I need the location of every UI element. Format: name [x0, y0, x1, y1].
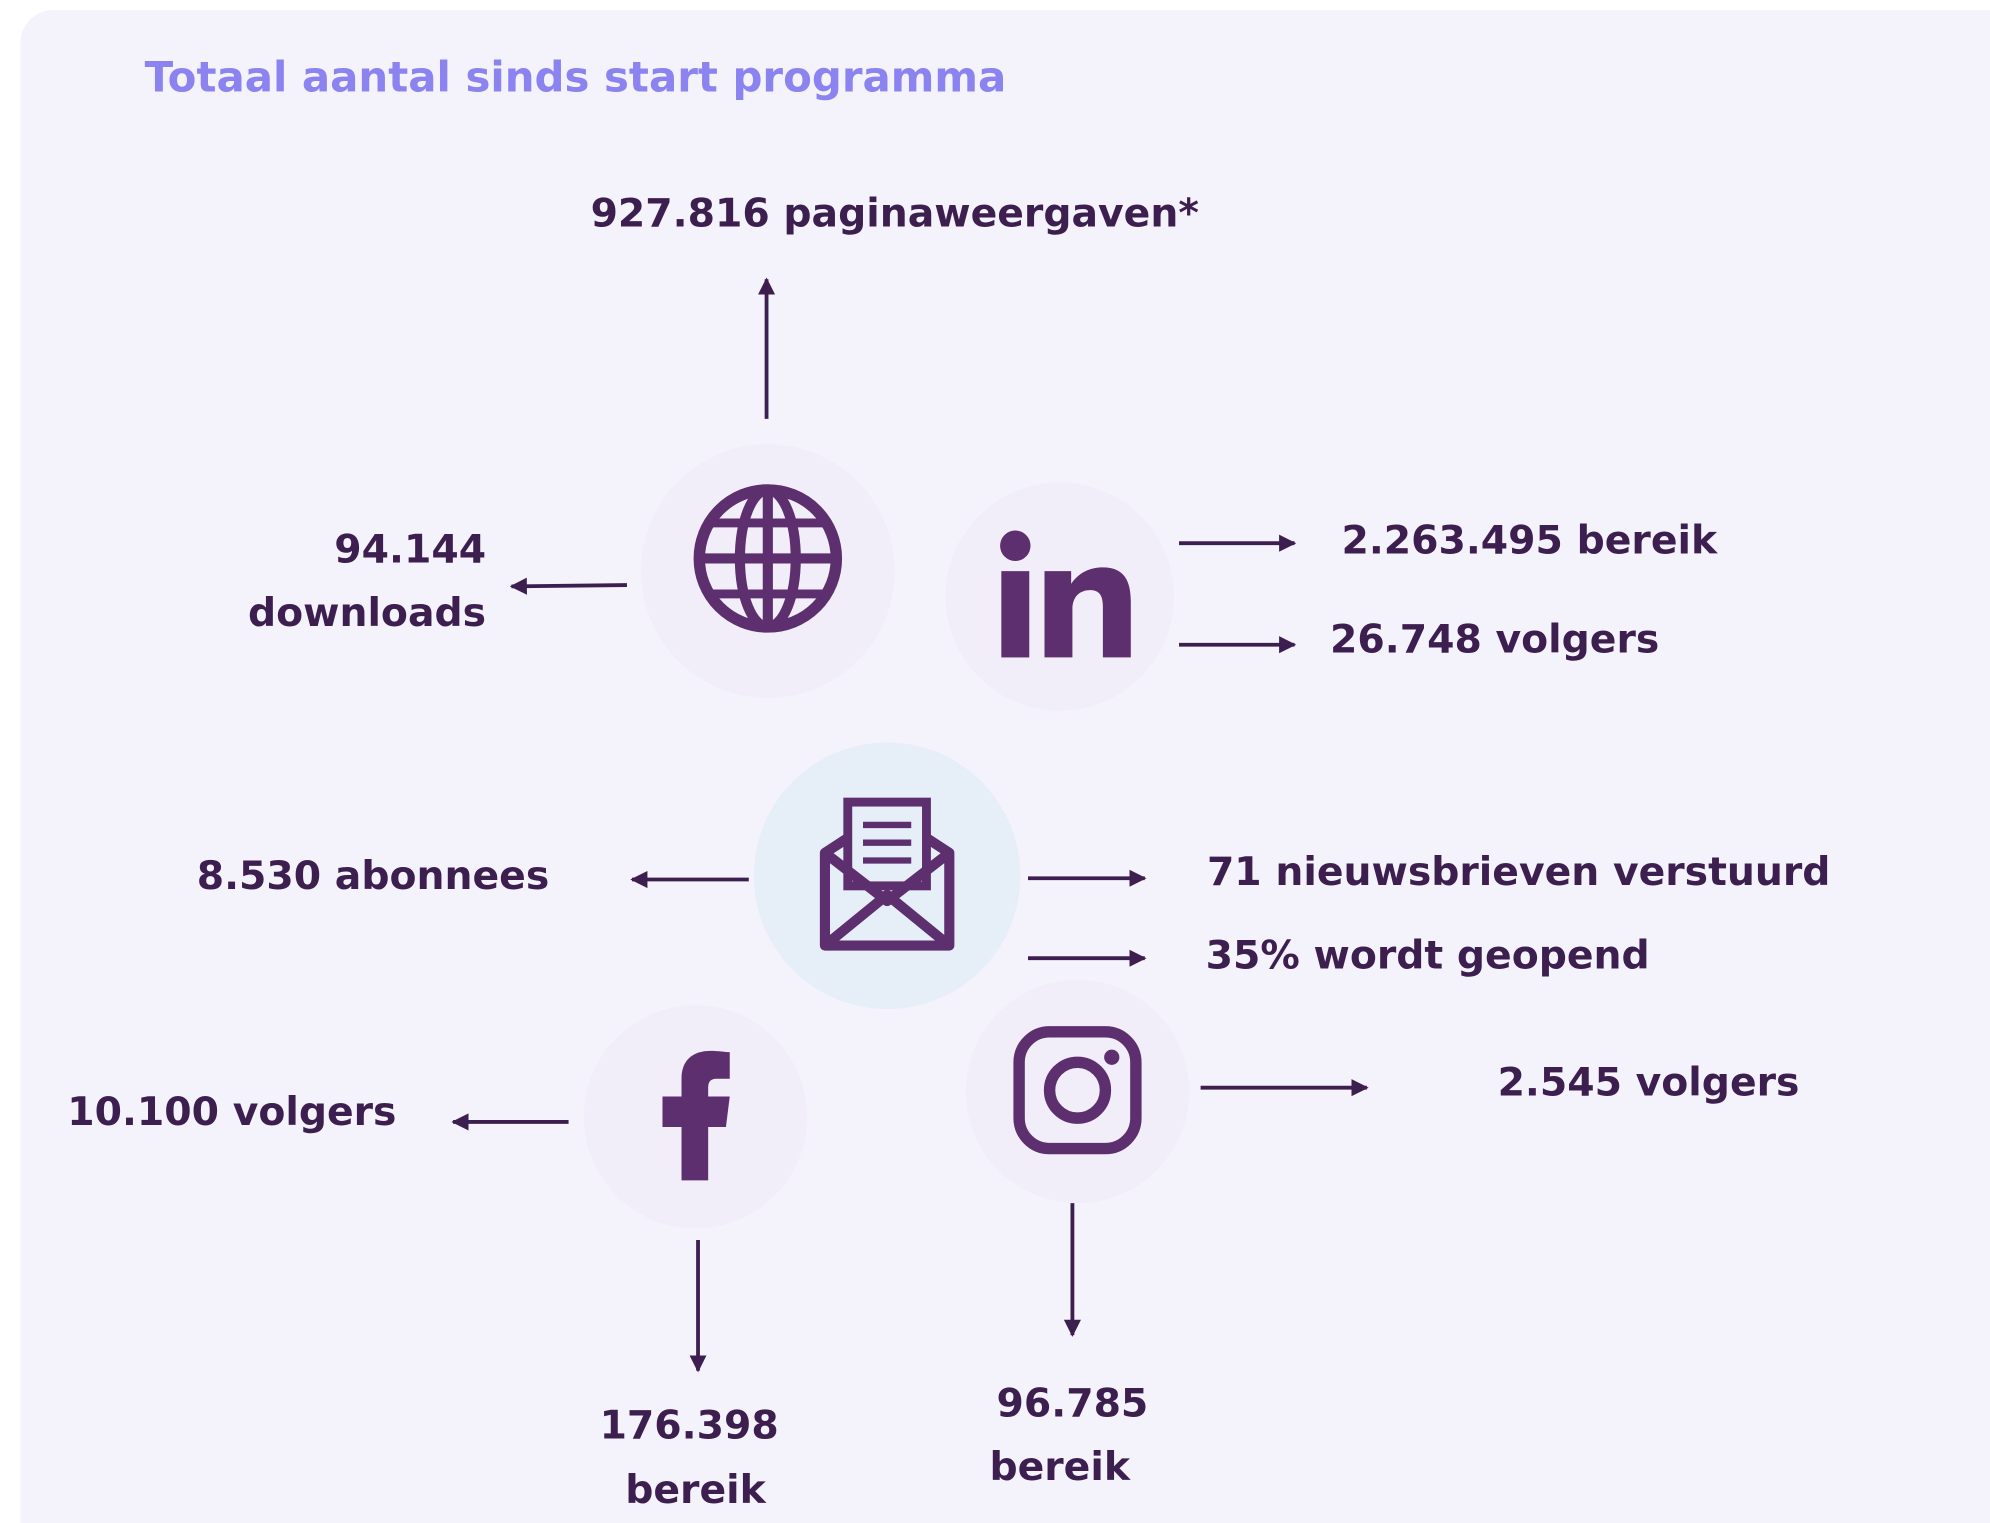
stat-label: 927.816 paginaweergaven*: [591, 190, 1199, 236]
instagram-icon: [965, 979, 1190, 1204]
stat-label: 2.263.495 bereik: [1341, 518, 1717, 564]
stat-label: 94.144: [334, 527, 486, 573]
title: Totaal aantal sinds start programma: [145, 52, 1007, 101]
stat-label: 8.530 abonnees: [197, 853, 550, 899]
stat-label: 71 nieuwsbrieven verstuurd: [1207, 849, 1830, 895]
arrows: [451, 277, 1369, 1373]
stat-label: 35% wordt geopend: [1206, 933, 1650, 979]
facebook-icon: [583, 1005, 808, 1229]
globe-icon: [640, 444, 895, 699]
stat-label: bereik: [989, 1444, 1130, 1490]
card: [20, 10, 1990, 1523]
newsletter-icon: [753, 742, 1021, 1009]
stat-label: bereik: [625, 1467, 766, 1513]
stat-label: downloads: [248, 590, 486, 636]
stat-label: 26.748 volgers: [1330, 617, 1659, 663]
linkedin-icon: [945, 482, 1174, 711]
stat-label: 2.545 volgers: [1498, 1060, 1800, 1106]
stat-label: 96.785: [997, 1381, 1149, 1427]
stat-label: 176.398: [600, 1402, 779, 1448]
stat-label: 10.100 volgers: [67, 1089, 396, 1135]
